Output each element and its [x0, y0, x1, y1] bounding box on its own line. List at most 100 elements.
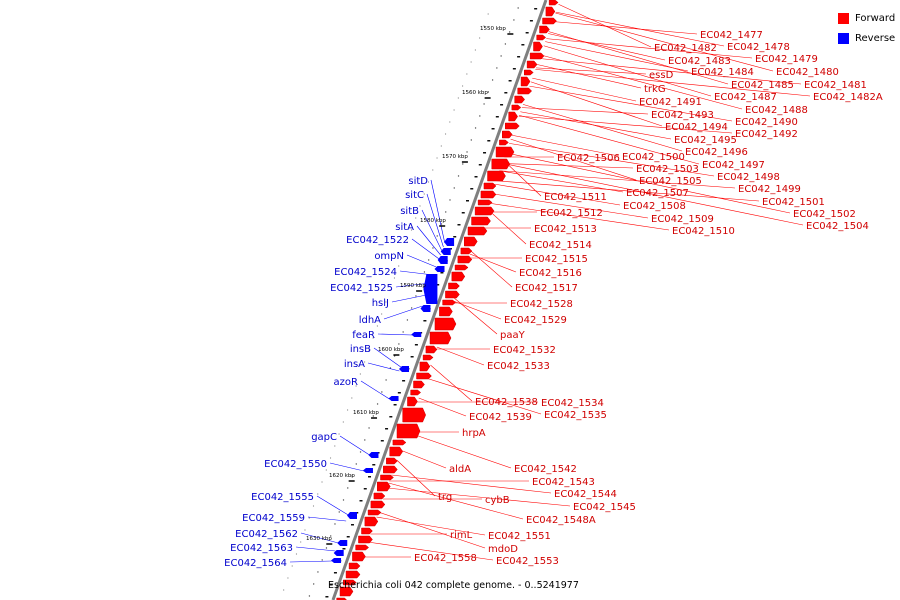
forward-gene-label: EC042_1503 [636, 164, 699, 175]
forward-gene-arrow [392, 439, 407, 446]
ring-dot [312, 505, 315, 507]
reverse-gene-arrow [368, 452, 379, 458]
forward-gene-label: EC042_1494 [665, 122, 728, 133]
ring-dot [444, 133, 447, 135]
reverse-gene-label: insA [344, 359, 365, 370]
forward-leader-line [552, 21, 698, 35]
reverse-leader-line [295, 546, 336, 552]
legend-item-reverse: Reverse [838, 28, 895, 48]
tick-label: 1560 kbp [462, 90, 488, 96]
ring-dash [529, 20, 533, 22]
forward-gene-arrow [383, 465, 398, 474]
ring-dot [295, 553, 298, 555]
tick-label: 1620 kbp [329, 473, 355, 479]
forward-gene-arrow [457, 255, 473, 264]
forward-gene-arrow [348, 562, 361, 570]
forward-gene-label: rimL [450, 530, 473, 541]
reverse-gene-arrow [399, 366, 410, 372]
forward-gene-arrow [539, 25, 550, 34]
forward-gene-arrow [361, 527, 373, 535]
ring-dash [517, 56, 521, 58]
reverse-gene-arrow [440, 248, 451, 255]
ring-dot [325, 547, 328, 549]
ring-dot [410, 307, 413, 309]
forward-gene-arrow [419, 361, 431, 372]
forward-leader-line [537, 64, 642, 89]
ring-dash [333, 572, 337, 574]
ring-dot [334, 523, 336, 525]
forward-gene-arrow [352, 551, 366, 562]
ring-dot [342, 499, 345, 501]
forward-gene-arrow [386, 457, 398, 465]
ring-dot [513, 19, 515, 21]
forward-leader-line [376, 516, 486, 536]
ring-dot [479, 115, 481, 117]
ring-dash [393, 404, 397, 406]
reverse-leader-line [300, 532, 339, 544]
forward-leader-line [386, 487, 571, 507]
forward-gene-label: EC042_1491 [639, 97, 702, 108]
forward-gene-label: EC042_1538 [475, 397, 538, 408]
forward-gene-arrow [474, 206, 495, 216]
reverse-leader-line [339, 435, 370, 456]
forward-gene-label: EC042_1498 [717, 172, 780, 183]
forward-gene-label: EC042_1508 [623, 201, 686, 212]
ring-dot [457, 175, 460, 177]
reverse-gene-label: insB [350, 344, 371, 355]
reverse-gene-arrow [388, 396, 399, 401]
forward-gene-arrow [345, 570, 361, 579]
legend-swatch-forward [838, 12, 849, 24]
ring-dash [423, 320, 427, 322]
ring-dot [372, 337, 374, 339]
forward-gene-arrow [377, 481, 391, 492]
ring-dot [406, 241, 408, 243]
ring-dash [525, 32, 529, 34]
reverse-gene-label: sitC [405, 190, 424, 201]
tick-label: 1570 kbp [442, 154, 468, 160]
ring-dash [453, 236, 457, 238]
ring-dot [381, 391, 383, 393]
ring-dot [423, 271, 426, 273]
ring-dot [325, 469, 327, 471]
reverse-gene-arrow [420, 305, 431, 312]
ring-dot [428, 259, 430, 261]
ring-dot [462, 85, 464, 87]
forward-leader-line [558, 3, 652, 48]
forward-gene-arrow [425, 345, 438, 354]
forward-gene-label: mdoD [488, 544, 518, 555]
forward-gene-arrow [342, 579, 357, 586]
forward-leader-line [470, 250, 513, 288]
ring-dot [398, 343, 400, 345]
forward-gene-label: EC042_1495 [674, 135, 737, 146]
forward-gene-label: EC042_1478 [727, 42, 790, 53]
ring-dot [436, 235, 438, 237]
ring-dot [385, 379, 387, 381]
forward-gene-label: EC042_1493 [651, 110, 714, 121]
forward-gene-arrow [380, 474, 394, 481]
ring-dot [466, 73, 468, 75]
forward-leader-line [540, 54, 743, 110]
forward-gene-label: EC042_1506 [557, 153, 620, 164]
forward-gene-label: EC042_1497 [702, 160, 765, 171]
forward-gene-arrow [434, 317, 457, 331]
forward-gene-arrow [517, 87, 533, 95]
ring-dot [427, 181, 430, 183]
forward-gene-label: EC042_1477 [700, 30, 763, 41]
ring-dash [414, 344, 418, 346]
ring-dash [491, 128, 495, 130]
ring-dot [393, 277, 396, 279]
forward-gene-label: EC042_1480 [776, 67, 839, 78]
forward-gene-arrow [451, 271, 466, 282]
ring-dot [402, 331, 404, 333]
ring-dot [312, 583, 315, 585]
ring-dot [445, 211, 447, 213]
reverse-gene-label: EC042_1564 [224, 558, 287, 569]
ring-dot [466, 151, 468, 153]
tick-label: 1600 kbp [378, 347, 404, 353]
forward-leader-line [548, 31, 729, 85]
reverse-gene-arrow [444, 238, 455, 246]
forward-leader-line [499, 170, 736, 189]
forward-gene-label: EC042_1488 [745, 105, 808, 116]
ring-dash [474, 176, 478, 178]
